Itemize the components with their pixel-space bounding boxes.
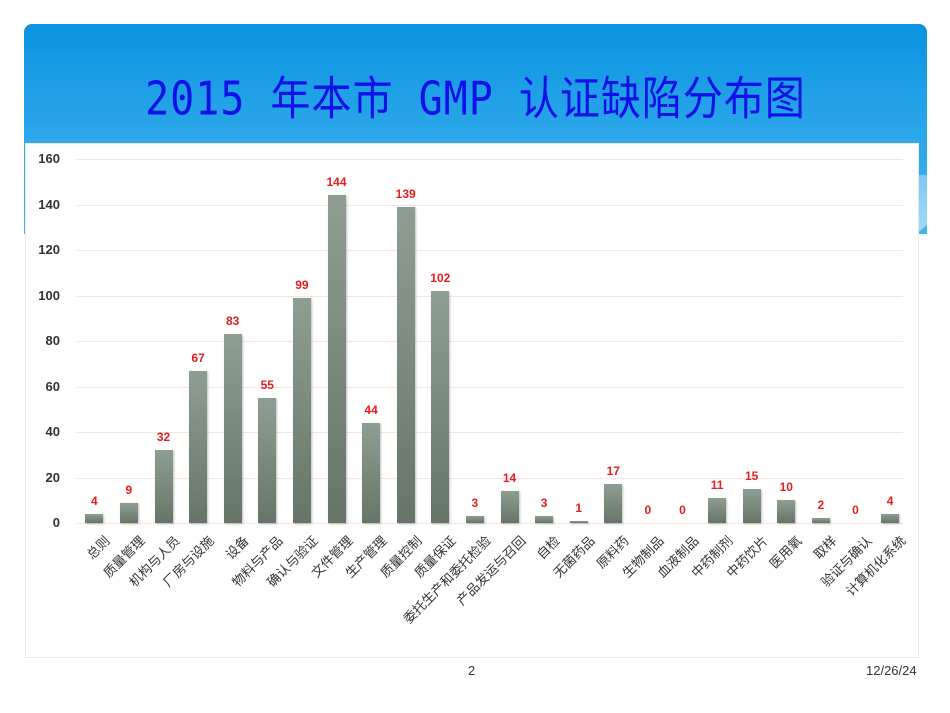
value-label: 2 <box>817 498 825 513</box>
gridline <box>77 204 903 206</box>
gridline <box>77 386 903 388</box>
value-label: 144 <box>326 175 347 190</box>
bar <box>811 518 830 523</box>
value-label: 4 <box>886 493 894 508</box>
page-number: 2 <box>468 663 476 678</box>
bar <box>85 513 104 523</box>
bar <box>258 397 277 523</box>
y-axis-tick: 140 <box>38 196 60 212</box>
bar <box>742 488 761 523</box>
value-label: 0 <box>679 503 686 517</box>
gridline <box>77 341 903 342</box>
bar <box>327 195 346 523</box>
value-label: 0 <box>644 503 652 517</box>
value-label: 32 <box>156 430 171 445</box>
bar <box>604 484 623 523</box>
y-axis-tick: 80 <box>45 333 60 348</box>
y-axis-tick: 0 <box>52 515 60 530</box>
value-label: 11 <box>710 477 724 492</box>
gridline <box>77 477 903 479</box>
bar <box>362 422 381 523</box>
bar <box>465 516 484 523</box>
value-label: 15 <box>745 468 759 483</box>
gridline <box>77 523 903 524</box>
bar <box>396 206 415 523</box>
bar <box>500 491 519 523</box>
value-label: 17 <box>606 464 620 479</box>
value-label: 3 <box>471 496 479 511</box>
y-axis-tick: 100 <box>38 287 60 303</box>
value-label: 139 <box>395 186 416 201</box>
slide-title: 2015 年本市 GMP 认证缺陷分布图 <box>145 73 806 127</box>
gridline <box>77 250 903 251</box>
bar <box>119 502 138 523</box>
value-label: 44 <box>364 402 378 417</box>
bar <box>708 497 727 523</box>
value-label: 99 <box>295 277 309 292</box>
bar <box>569 520 588 523</box>
y-axis-tick: 160 <box>38 151 60 166</box>
y-axis-tick: 20 <box>45 469 60 485</box>
value-label: 4 <box>90 493 98 508</box>
slide-date: 12/26/24 <box>866 663 917 678</box>
value-label: 83 <box>226 314 240 329</box>
bar <box>154 450 173 523</box>
y-axis-tick: 120 <box>38 242 60 257</box>
bar-chart: 0 20 40 60 80 100 120 140 160 4 总则 9 质量管理 32 机构与人员 67 厂房… <box>25 143 919 658</box>
y-axis-tick: 60 <box>45 378 60 394</box>
gridline <box>77 159 903 160</box>
bar <box>431 290 450 523</box>
value-label: 102 <box>430 270 451 285</box>
x-axis-label: 医用氧 <box>767 533 806 573</box>
value-label: 9 <box>125 482 133 497</box>
bar <box>535 516 554 523</box>
bar <box>881 513 900 523</box>
bar <box>777 500 796 523</box>
bar <box>189 370 208 523</box>
value-label: 0 <box>852 503 859 517</box>
value-label: 67 <box>191 350 205 365</box>
value-label: 10 <box>779 480 793 495</box>
gridline <box>77 295 903 297</box>
value-label: 14 <box>502 471 517 486</box>
value-label: 1 <box>575 500 583 515</box>
y-axis-tick: 40 <box>45 424 60 439</box>
bar <box>292 297 311 523</box>
value-label: 3 <box>540 496 548 511</box>
value-label: 55 <box>260 377 274 392</box>
gridline <box>77 432 903 433</box>
bar <box>223 334 242 523</box>
